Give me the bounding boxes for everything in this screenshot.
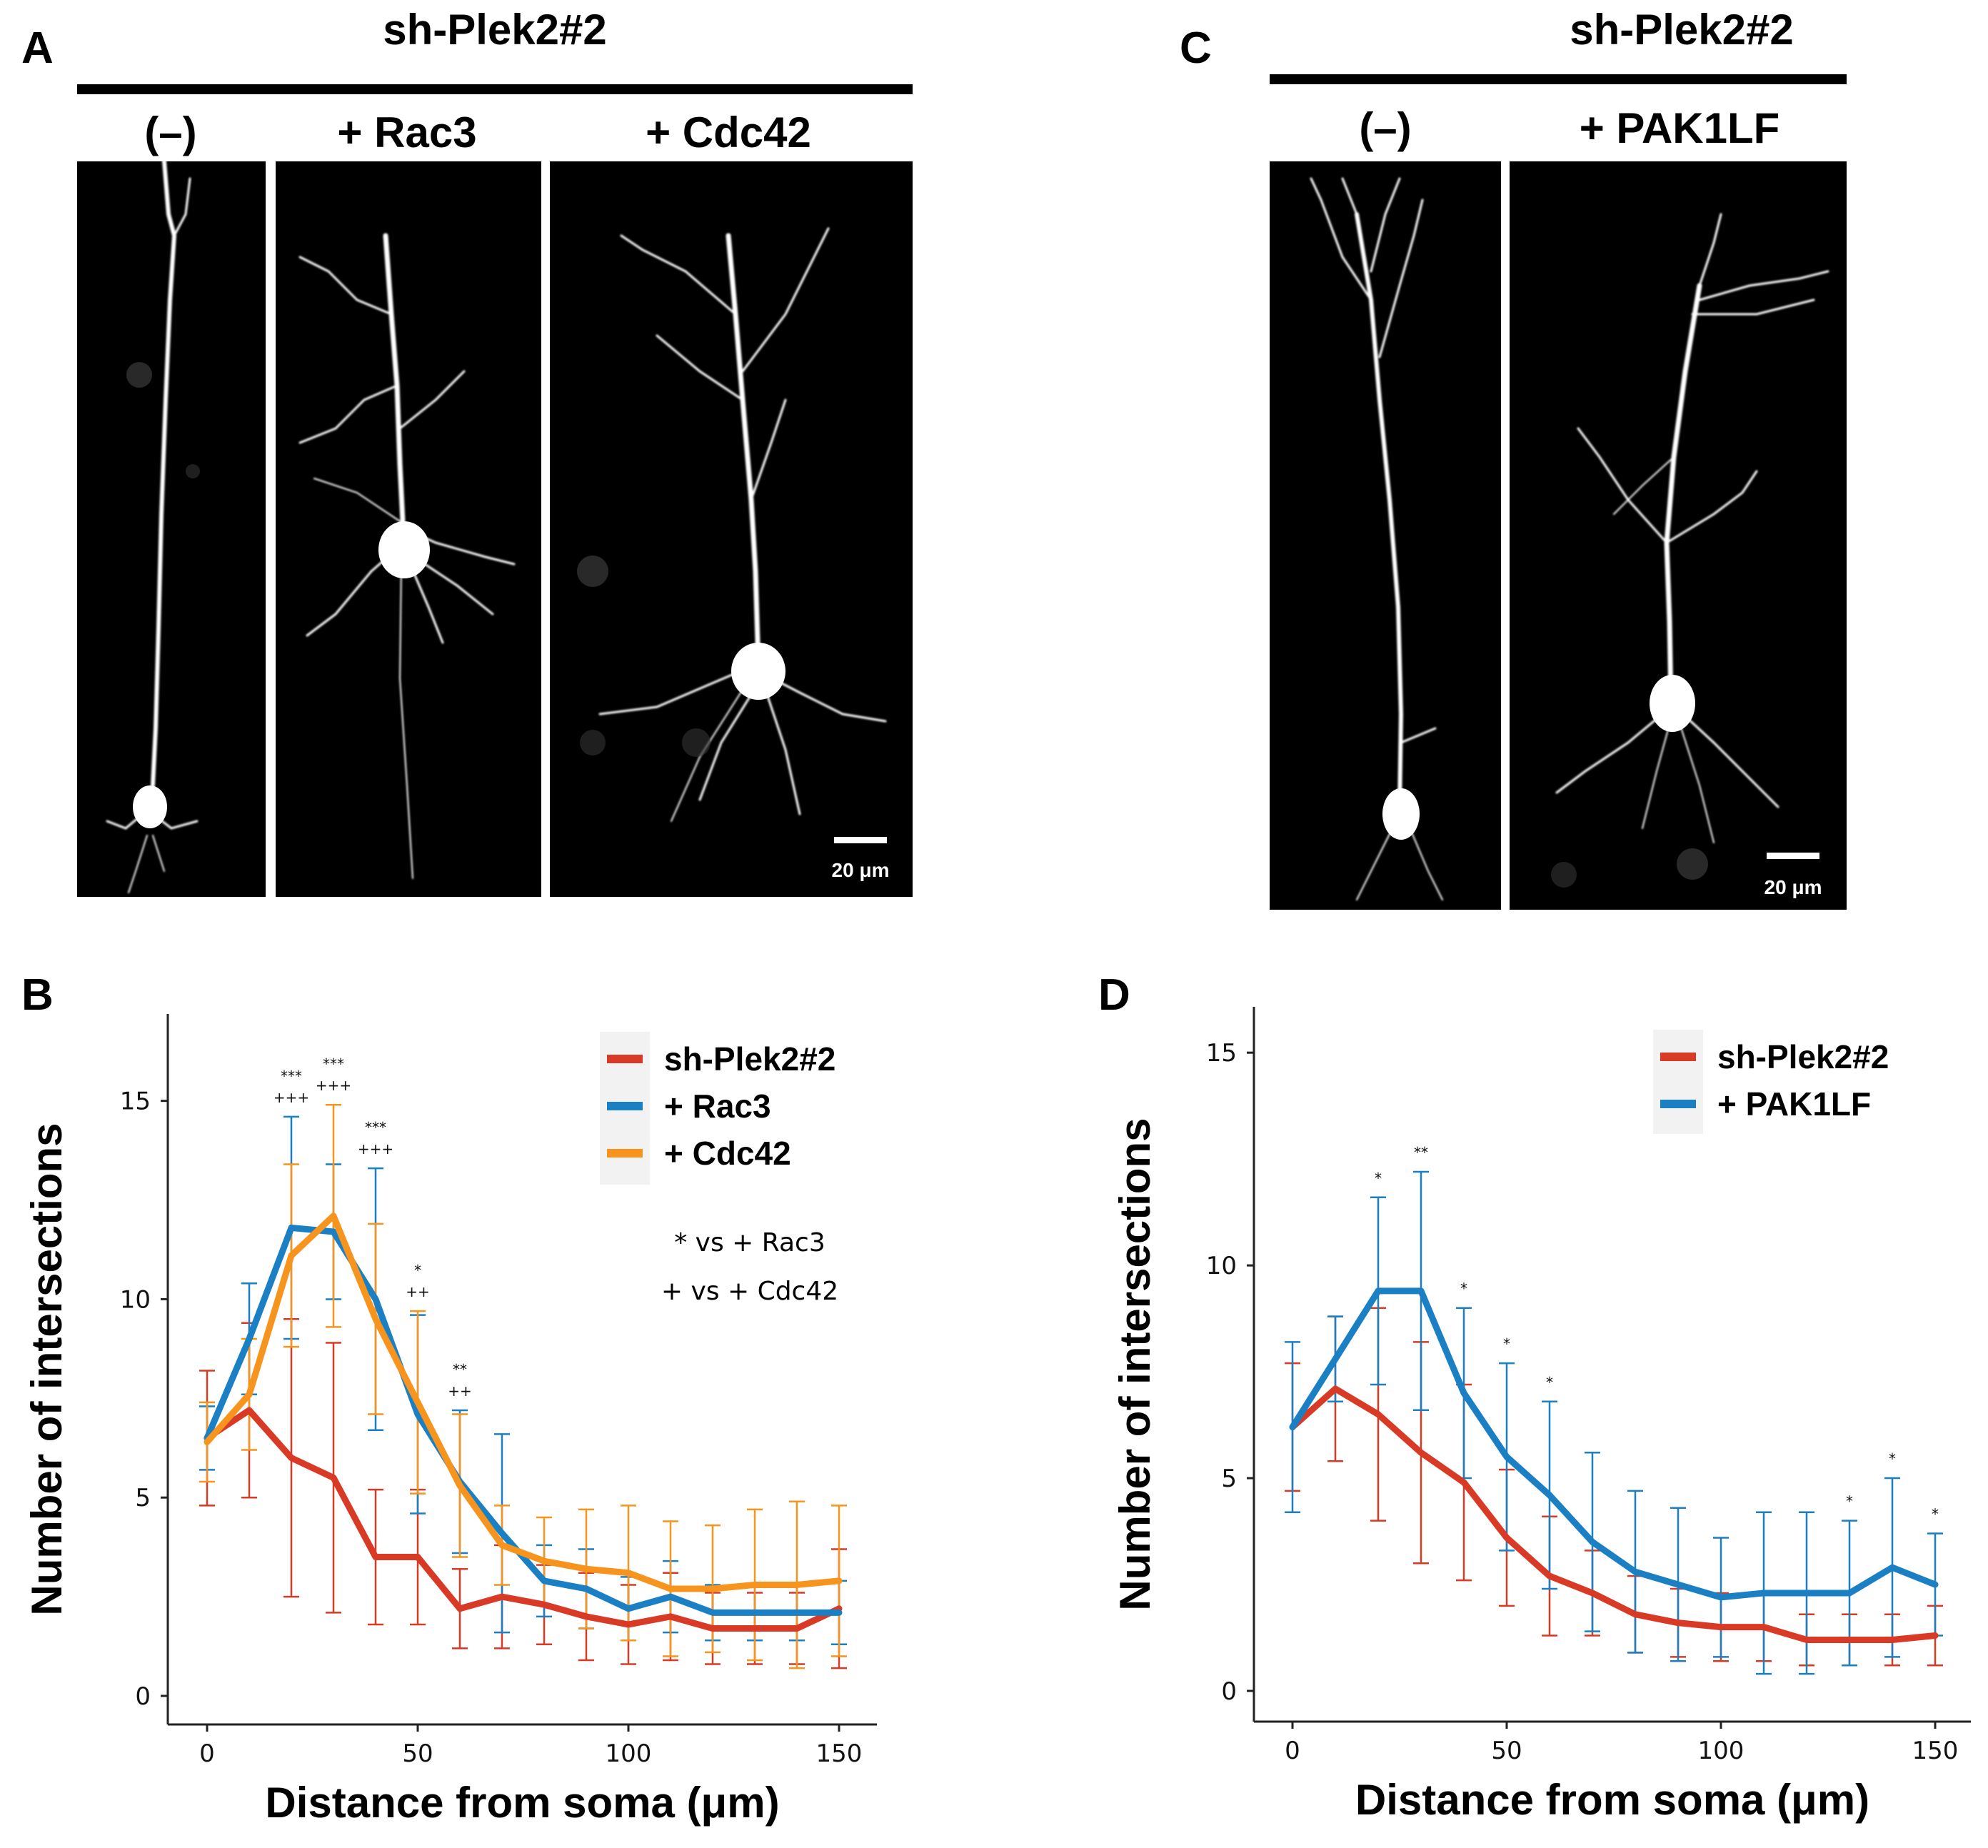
x-tick-label: 100 [606,1739,652,1768]
significance-stars: * [1932,1506,1939,1523]
panel-a-condition-label: + Cdc42 [646,109,811,156]
legend-label: sh-Plek2#2 [664,1040,835,1078]
legend-label: + Cdc42 [664,1135,791,1172]
y-tick-label: 10 [120,1285,151,1314]
y-tick-label: 0 [1221,1677,1237,1706]
scale-bar-line [834,837,887,843]
annotation-line: * vs + Rac3 [674,1228,825,1257]
scale-bar-label: 20 μm [1764,876,1822,898]
series-line [204,1407,843,1632]
annotation-line: + vs + Cdc42 [661,1277,838,1306]
significance-stars: * [1503,1335,1510,1352]
significance-stars: * [414,1262,421,1279]
x-axis-title: Distance from soma (μm) [1355,1776,1869,1824]
legend: sh-Plek2#2 + Rac3 + Cdc42 [600,1032,835,1185]
x-tick-label: 0 [1285,1737,1300,1765]
panel-c-condition-label: + PAK1LF [1580,104,1780,152]
y-tick-label: 5 [135,1484,151,1512]
x-tick-label: 150 [1912,1737,1959,1765]
panel-c-group-bar [1270,74,1847,84]
legend-label: + PAK1LF [1717,1085,1871,1123]
x-tick-label: 100 [1698,1737,1744,1765]
micrograph-cdc42: 20 μm [550,161,913,897]
significance-stars: * [1846,1493,1853,1510]
panel-a-condition-label: + Rac3 [337,109,476,156]
y-tick-label: 0 [135,1682,151,1711]
significance-stars: * [1889,1450,1896,1467]
y-axis-title: Number of intersections [1111,1118,1159,1610]
series-line [204,1212,843,1592]
series-line [204,1224,843,1616]
micrograph-pak1lf: 20 μm [1510,161,1847,910]
significance-plus: ++ [448,1382,472,1400]
panel-c-condition-label: (–) [1359,104,1411,152]
significance-stars: * [1375,1170,1382,1187]
legend-label: + Rac3 [664,1088,771,1125]
panel-c-group-label: sh-Plek2#2 [1570,6,1794,54]
micrograph-control [77,159,266,897]
significance-stars: *** [281,1068,302,1085]
significance-plus: ++ [406,1283,430,1300]
x-tick-label: 50 [402,1739,433,1768]
y-tick-label: 10 [1206,1252,1237,1280]
scale-bar-label: 20 μm [832,859,890,881]
x-tick-label: 0 [199,1739,215,1768]
panel-a-group-label: sh-Plek2#2 [383,6,607,54]
panel-a-condition-label: (–) [144,109,196,156]
y-tick-label: 15 [1206,1039,1237,1068]
series-line [1289,1287,1939,1601]
significance-plus: +++ [273,1089,309,1106]
panel-letter-b: B [21,970,54,1020]
significance-stars: *** [365,1119,386,1136]
panel-letter-d: D [1098,970,1130,1020]
x-axis-title: Distance from soma (μm) [265,1779,779,1827]
y-tick-label: 5 [1221,1465,1237,1493]
significance-stars: ** [453,1361,467,1378]
panel-letter-a: A [21,24,54,73]
x-tick-label: 150 [816,1739,863,1768]
panel-c: C sh-Plek2#2 (–) + PAK1LF [1180,6,1847,910]
significance-stars: *** [323,1055,344,1073]
series-line [1289,1385,1939,1643]
significance-plus: +++ [358,1140,393,1157]
significance-stars: * [1460,1280,1467,1297]
legend: sh-Plek2#2 + PAK1LF [1653,1030,1889,1134]
significance-stars: * [1546,1374,1553,1391]
scale-bar-line [1767,853,1819,859]
panel-a-group-bar [77,84,913,94]
panel-letter-c: C [1180,24,1212,73]
y-axis-title: Number of intersections [23,1123,71,1615]
micrograph-control [1270,161,1501,910]
micrograph-rac3 [276,161,541,897]
legend-label: sh-Plek2#2 [1717,1038,1889,1075]
legend-key-background [1653,1030,1703,1134]
significance-plus: +++ [316,1077,351,1094]
panel-a: A sh-Plek2#2 (–) + Rac3 + Cdc42 [21,6,913,897]
y-tick-label: 15 [120,1088,151,1116]
significance-stars: ** [1414,1144,1428,1161]
x-tick-label: 50 [1491,1737,1522,1765]
